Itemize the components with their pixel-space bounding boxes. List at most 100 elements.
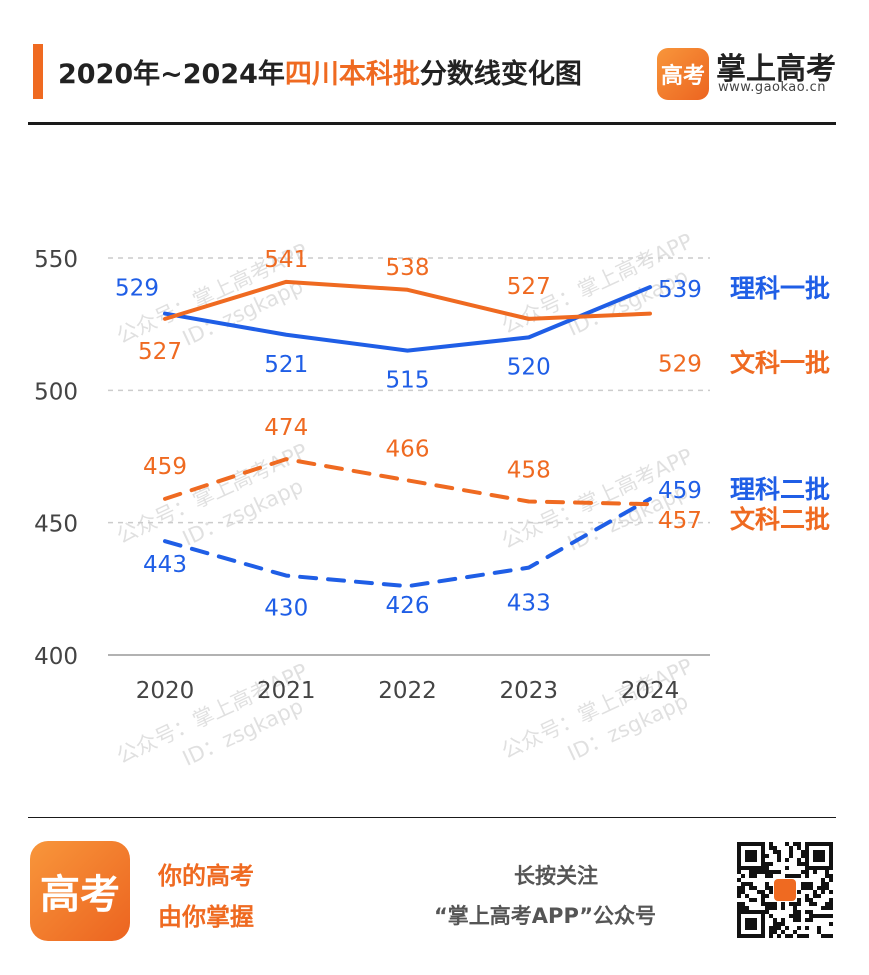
qr-module [829, 874, 833, 878]
data-label: 538 [386, 255, 430, 281]
qr-module [825, 870, 829, 874]
brand-name: 掌上高考 [716, 52, 836, 87]
qr-module [737, 890, 741, 894]
qr-module [753, 886, 757, 890]
qr-module [801, 882, 805, 886]
data-label: 529 [658, 352, 702, 378]
qr-module [813, 894, 817, 898]
qr-module [737, 850, 741, 854]
qr-module [749, 910, 753, 914]
qr-module [805, 894, 809, 898]
qr-module [829, 906, 833, 910]
qr-module [809, 898, 813, 902]
qr-module [797, 918, 801, 922]
qr-module [761, 934, 765, 938]
qr-module [829, 878, 833, 882]
y-tick-label: 400 [34, 644, 78, 670]
qr-module [817, 858, 821, 862]
qr-module [745, 842, 749, 846]
qr-module [797, 914, 801, 918]
qr-module [825, 902, 829, 906]
qr-module [769, 934, 773, 938]
qr-module [813, 858, 817, 862]
qr-module [813, 850, 817, 854]
qr-module [821, 866, 825, 870]
qr-module [765, 886, 769, 890]
qr-module [765, 902, 769, 906]
qr-module [741, 890, 745, 894]
qr-module [829, 922, 833, 926]
qr-module [781, 906, 785, 910]
qr-module [825, 914, 829, 918]
qr-module [737, 910, 741, 914]
qr-module [769, 874, 773, 878]
qr-module [817, 866, 821, 870]
qr-center-logo [774, 879, 796, 901]
qr-module [745, 858, 749, 862]
qr-module [817, 854, 821, 858]
qr-module [805, 898, 809, 902]
qr-module [753, 934, 757, 938]
qr-module [825, 934, 829, 938]
qr-module [813, 870, 817, 874]
qr-module [785, 866, 789, 870]
qr-module [769, 862, 773, 866]
qr-module [821, 906, 825, 910]
qr-module [749, 934, 753, 938]
x-tick-label: 2024 [621, 678, 680, 704]
qr-module [777, 854, 781, 858]
qr-module [761, 854, 765, 858]
qr-module [769, 842, 773, 846]
qr-module [801, 934, 805, 938]
qr-module [797, 910, 801, 914]
data-label: 459 [143, 454, 187, 480]
qr-module [789, 874, 793, 878]
qr-module [809, 914, 813, 918]
qr-module [801, 850, 805, 854]
qr-module [765, 874, 769, 878]
qr-module [749, 850, 753, 854]
qr-module [805, 918, 809, 922]
qr-module [761, 858, 765, 862]
qr-module [813, 914, 817, 918]
qr-module [825, 906, 829, 910]
qr-module [765, 870, 769, 874]
qr-module [817, 930, 821, 934]
y-tick-label: 450 [34, 512, 78, 538]
series-name-label: 文科二批 [730, 505, 830, 534]
qr-module [753, 898, 757, 902]
qr-module [737, 886, 741, 890]
qr-module [801, 862, 805, 866]
slogan-line-1: 你的高考 [158, 862, 254, 890]
qr-module [809, 918, 813, 922]
qr-module [761, 890, 765, 894]
qr-module [785, 858, 789, 862]
qr-module [809, 866, 813, 870]
qr-module [793, 842, 797, 846]
qr-module [797, 926, 801, 930]
qr-module [797, 934, 801, 938]
qr-module [777, 870, 781, 874]
chart-title: 2020年~2024年四川本科批分数线变化图 [58, 52, 582, 91]
qr-module [809, 910, 813, 914]
qr-module [797, 846, 801, 850]
qr-module [777, 858, 781, 862]
qr-module [821, 882, 825, 886]
qr-module [805, 882, 809, 886]
qr-module [749, 866, 753, 870]
qr-module [761, 846, 765, 850]
qr-module [737, 930, 741, 934]
qr-module [821, 858, 825, 862]
qr-module [801, 854, 805, 858]
qr-module [769, 906, 773, 910]
qr-module [793, 906, 797, 910]
qr-module [777, 922, 781, 926]
qr-module [741, 902, 745, 906]
qr-code-icon[interactable] [737, 842, 833, 938]
qr-module [737, 922, 741, 926]
qr-module [745, 906, 749, 910]
qr-module [769, 926, 773, 930]
qr-module [777, 850, 781, 854]
qr-module [769, 902, 773, 906]
qr-module [745, 850, 749, 854]
